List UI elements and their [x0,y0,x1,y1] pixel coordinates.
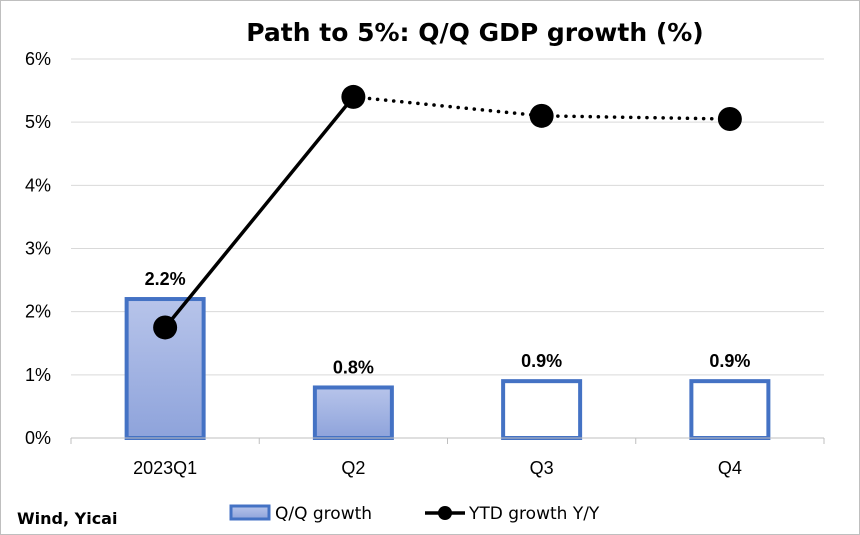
bar [689,379,771,440]
bar-value-label: 0.8% [333,357,374,377]
y-tick-label: 0% [25,428,51,448]
line-marker [153,315,178,340]
line-segment [539,114,732,121]
y-tick-label: 2% [25,302,51,322]
bar-series [124,297,771,441]
y-axis-ticks: 0% 1% 2% 3% 4% 5% 6% [25,49,51,448]
line-marker [341,84,366,109]
legend-label-bar: Q/Q growth [275,504,372,524]
x-axis: 2023Q1 Q2 Q3 Q4 [70,437,825,478]
line-series [153,84,742,340]
x-tick-label: Q2 [341,458,365,478]
chart-title: Path to 5%: Q/Q GDP growth (%) [246,18,703,47]
source-note: Wind, Yicai [17,509,117,528]
legend-swatch-bar [229,504,271,521]
legend: Q/Q growth YTD growth Y/Y [229,504,600,524]
line-segment [163,95,356,330]
line-marker [529,103,554,128]
y-tick-label: 4% [25,175,51,195]
bar-value-label: 0.9% [521,351,562,371]
data-labels: 2.2% 0.8% 0.9% 0.9% [145,269,751,377]
bar [501,379,583,440]
line-marker [717,107,742,132]
y-tick-label: 6% [25,49,51,69]
y-tick-label: 3% [25,239,51,259]
bar-value-label: 0.9% [709,351,750,371]
bar-value-label: 2.2% [145,269,186,289]
x-tick-label: 2023Q1 [133,458,197,478]
bar [312,385,394,441]
y-tick-label: 1% [25,365,51,385]
x-tick-label: Q3 [530,458,554,478]
y-tick-label: 5% [25,112,51,132]
line-segment [351,95,544,118]
legend-swatch-marker [438,506,452,520]
legend-label-line: YTD growth Y/Y [468,504,600,524]
x-tick-label: Q4 [718,458,742,478]
